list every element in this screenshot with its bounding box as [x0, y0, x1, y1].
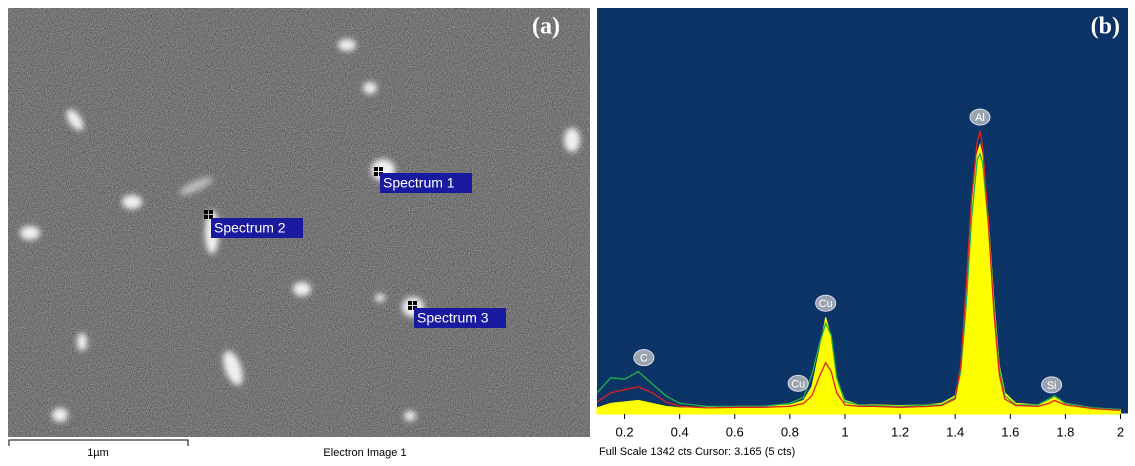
peak-label: Cu	[819, 298, 833, 310]
x-tick-label: 1.8	[1056, 424, 1074, 439]
x-tick-label: 2	[1117, 424, 1124, 439]
x-tick-label: 1	[841, 424, 848, 439]
peak-label: Al	[975, 112, 985, 124]
image-caption: Electron Image 1	[323, 447, 406, 459]
peak-label: C	[640, 353, 648, 365]
scale-bar-label: 1µm	[87, 447, 109, 459]
spectrum-panel: (b) Full Scale 1342 cts Cursor: 3.165 (5…	[597, 8, 1128, 458]
panel-label: (a)	[532, 14, 560, 40]
plot-background	[597, 8, 1128, 414]
x-tick-label: 1.4	[946, 424, 964, 439]
spot-label: Spectrum 3	[417, 310, 489, 326]
x-tick-label: 1.2	[891, 424, 909, 439]
spot-label: Spectrum 1	[383, 175, 455, 191]
x-tick-label: 0.2	[616, 424, 634, 439]
peak-label: Cu	[791, 378, 805, 390]
spot-label: Spectrum 2	[214, 220, 286, 236]
x-tick-label: 1.6	[1001, 424, 1019, 439]
x-tick-label: 0.8	[781, 424, 799, 439]
peak-label: Si	[1047, 380, 1057, 392]
sem-image: Spectrum 1 Spectrum 2 Spectrum 3 (a) 1µm…	[8, 8, 590, 459]
panel-label: (b)	[1091, 14, 1120, 40]
x-tick-label: 0.6	[726, 424, 744, 439]
footer: Full Scale 1342 cts Cursor: 3.165 (5 cts…	[599, 446, 795, 458]
x-tick-label: 0.4	[671, 424, 689, 439]
scale-bar	[9, 440, 188, 446]
figure: Spectrum 1 Spectrum 2 Spectrum 3 (a) 1µm…	[0, 0, 1135, 461]
